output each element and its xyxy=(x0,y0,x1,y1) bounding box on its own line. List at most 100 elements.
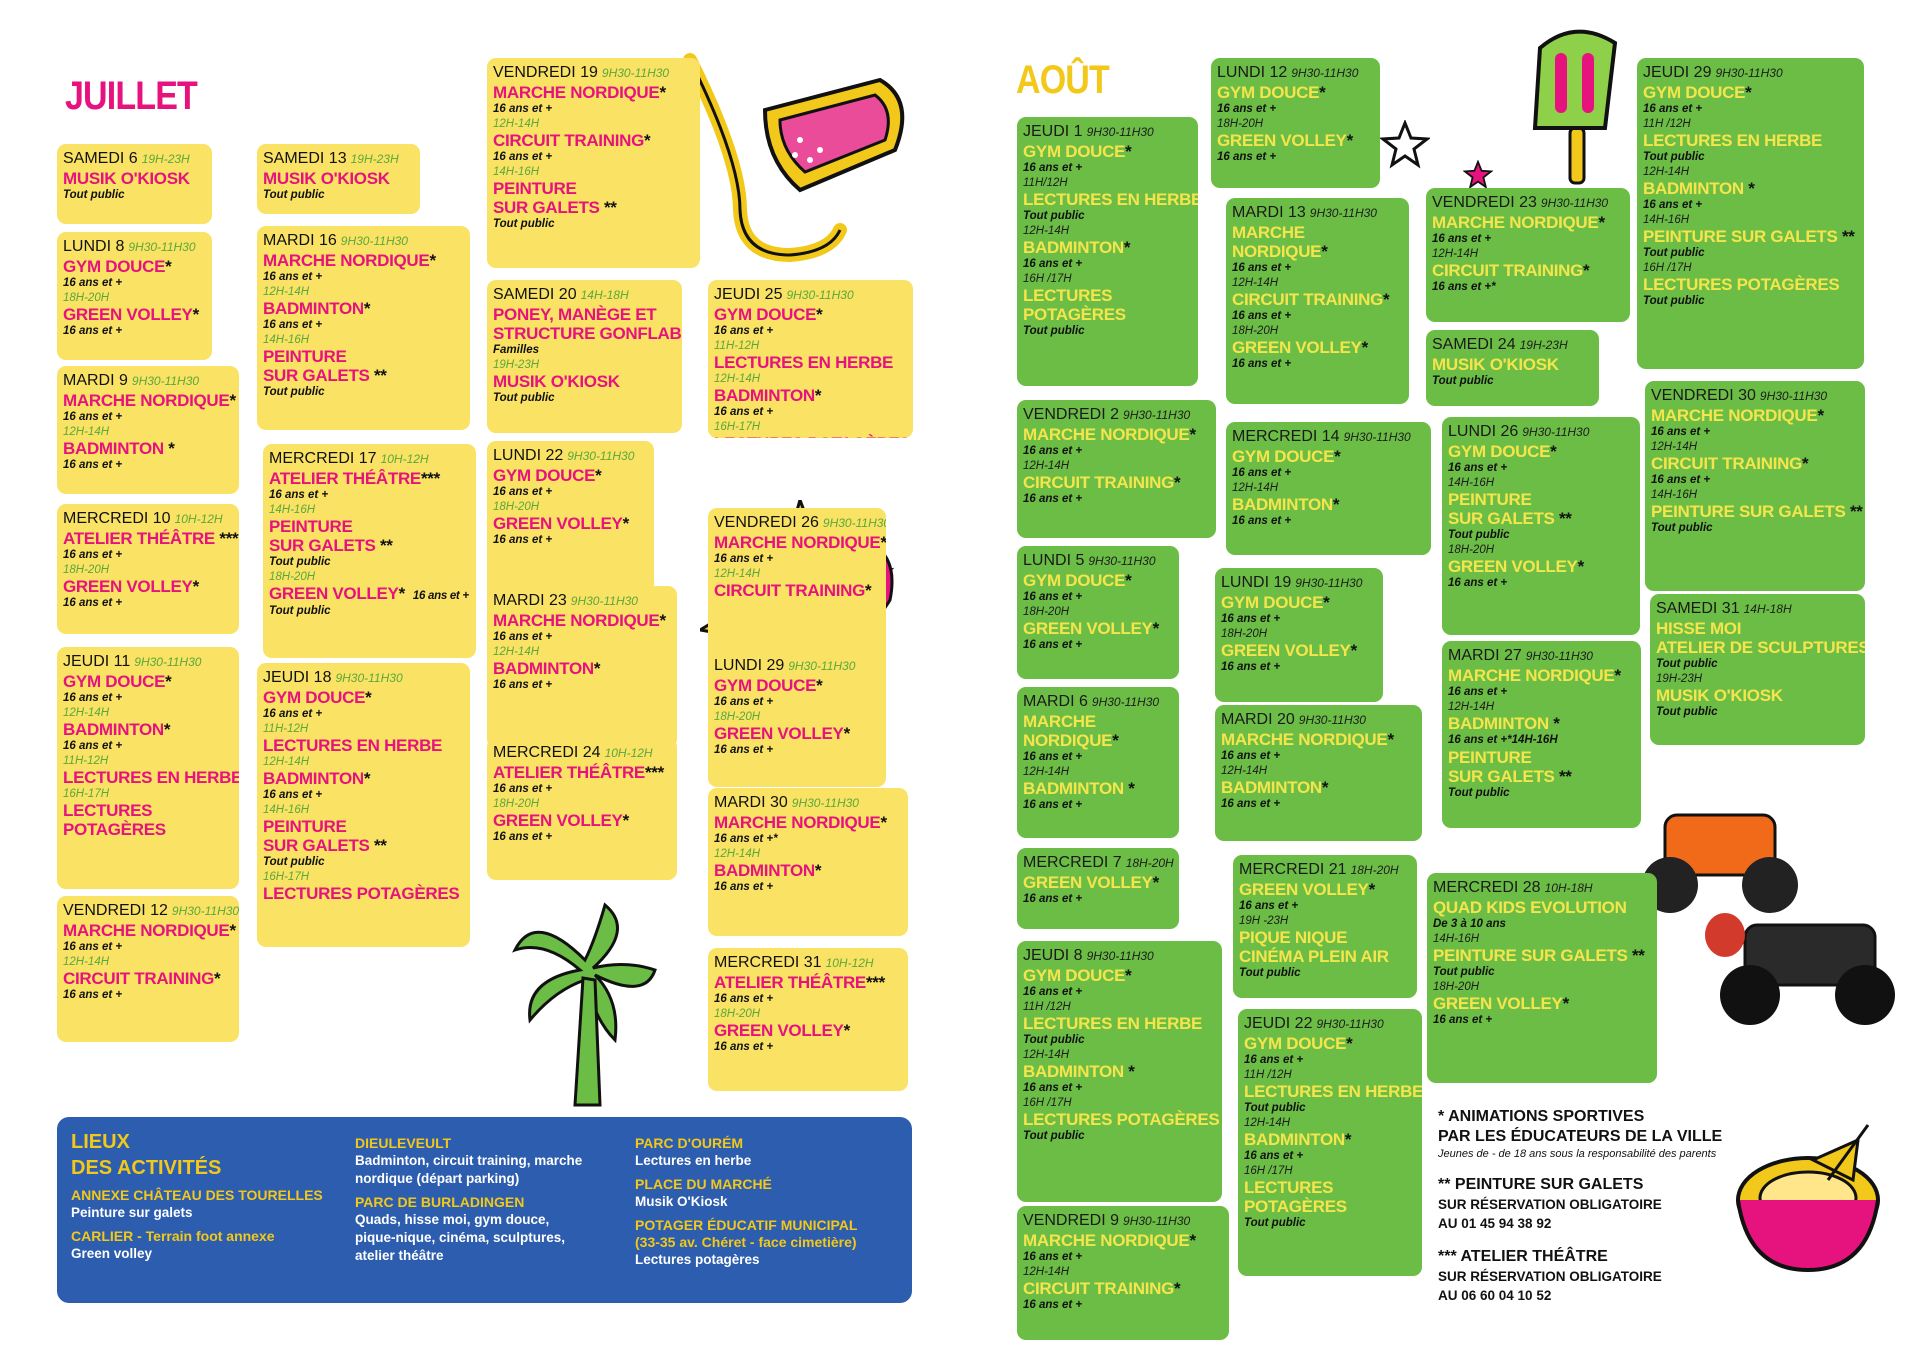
activity-label: BADMINTON xyxy=(1244,1130,1345,1149)
activity-time-slot: 12H-14H xyxy=(493,646,540,658)
activity-name: GREEN VOLLEY* xyxy=(1023,619,1173,638)
day-name: SAMEDI 31 xyxy=(1656,600,1740,617)
day-card: JEUDI 22 9H30-11H30 GYM DOUCE* 16 ans et +1… xyxy=(1238,1009,1422,1276)
day-card: JEUDI 8 9H30-11H30 GYM DOUCE* 16 ans et +11… xyxy=(1017,941,1222,1202)
activity-name: CIRCUIT TRAINING* xyxy=(493,131,694,150)
activity-audience: 16 ans et + xyxy=(1232,467,1292,479)
activity-asterisk: * xyxy=(1817,406,1824,425)
day-card: LUNDI 5 9H30-11H30 GYM DOUCE* 16 ans et +18… xyxy=(1017,546,1179,679)
activity-name: GREEN VOLLEY* xyxy=(63,305,206,324)
activity-name: GYM DOUCE* xyxy=(714,676,880,695)
activity-label: GREEN VOLLEY xyxy=(1023,873,1153,892)
activity-asterisk: * xyxy=(1152,619,1160,638)
activity-time-slot: 12H-14H xyxy=(1643,166,1690,178)
note-peinture-line2: AU 01 45 94 38 92 xyxy=(1438,1216,1552,1231)
activity-label: GYM DOUCE xyxy=(714,305,817,324)
activity-asterisk: * xyxy=(363,769,371,788)
activity-name: LECTURES EN HERBE xyxy=(63,768,239,787)
activity-audience: 16 ans et + xyxy=(493,151,553,163)
activity-name: GREEN VOLLEY* xyxy=(63,577,233,596)
activity-label: GYM DOUCE xyxy=(1232,447,1335,466)
day-name: LUNDI 29 xyxy=(714,657,785,674)
day-card: LUNDI 12 9H30-11H30 GYM DOUCE* 16 ans et +1… xyxy=(1211,58,1380,188)
activity-label: ATELIER DE SCULPTURES xyxy=(1656,638,1865,657)
activity-name: LECTURES POTAGÈRES xyxy=(1643,275,1858,294)
day-card: MERCREDI 14 9H30-11H30 GYM DOUCE* 16 ans et… xyxy=(1226,422,1431,555)
day-time: 9H30-11H30 xyxy=(1091,695,1160,709)
activity-audience: 16 ans et + xyxy=(1221,750,1281,762)
activity-name: MUSIK O'KIOSK xyxy=(1656,686,1859,705)
activity-asterisk: * xyxy=(593,659,601,678)
activity-name: GYM DOUCE* xyxy=(1217,83,1374,102)
month-title-aout: AOÛT xyxy=(1016,58,1110,102)
month-title-juillet: JUILLET xyxy=(65,74,198,118)
day-header: LUNDI 19 9H30-11H30 xyxy=(1221,573,1377,593)
activity-label: HISSE MOI xyxy=(1656,619,1742,638)
activity-label: MARCHE xyxy=(1232,223,1305,242)
activity-label: BADMINTON xyxy=(63,439,164,458)
activity-name: SUR GALETS ** xyxy=(269,536,470,555)
day-name: LUNDI 5 xyxy=(1023,552,1085,569)
activity-name: MARCHE NORDIQUE* xyxy=(1023,425,1210,444)
day-header: LUNDI 8 9H30-11H30 xyxy=(63,237,206,257)
activity-label: LECTURES POTAGÈRES xyxy=(1023,1110,1220,1129)
day-header: MARDI 23 9H30-11H30 xyxy=(493,591,671,611)
activity-time-slot: 11H /12H xyxy=(1023,1001,1071,1013)
activity-time-slot: 16H-17H xyxy=(263,871,310,883)
activity-label: GYM DOUCE xyxy=(263,688,366,707)
activity-label: MARCHE xyxy=(1023,712,1096,731)
activity-label: GYM DOUCE xyxy=(1643,83,1746,102)
day-time: 9H30-11H30 xyxy=(1522,425,1590,439)
activity-asterisk: * xyxy=(229,921,236,940)
activity-audience: 16 ans et + xyxy=(63,549,123,561)
activity-name: MARCHE NORDIQUE* xyxy=(1448,666,1635,685)
activity-name: GREEN VOLLEY* xyxy=(714,724,880,743)
activity-label: LECTURES POTAGÈRES xyxy=(1643,275,1840,294)
activity-label: GREEN VOLLEY xyxy=(1433,994,1563,1013)
day-card: VENDREDI 23 9H30-11H30 MARCHE NORDIQUE* 16 … xyxy=(1426,188,1630,322)
activity-name: MARCHE NORDIQUE* xyxy=(714,533,886,552)
activity-label: LECTURES EN HERBE xyxy=(1023,1014,1203,1033)
activity-asterisk: * xyxy=(595,466,602,485)
day-header: MERCREDI 28 10H-18H xyxy=(1433,878,1651,898)
activity-label: GREEN VOLLEY xyxy=(63,577,193,596)
activity-asterisk: *** xyxy=(420,469,440,488)
activity-label: SUR GALETS xyxy=(1448,509,1555,528)
activity-label: LECTURES xyxy=(63,801,153,820)
activity-label: CIRCUIT TRAINING xyxy=(1651,454,1803,473)
day-time: 10H-12H xyxy=(825,956,874,970)
day-name: VENDREDI 9 xyxy=(1023,1212,1120,1229)
activity-audience: 16 ans et + xyxy=(714,1041,774,1053)
activity-audience: Tout public xyxy=(1643,295,1705,307)
activity-audience: Tout public xyxy=(1448,787,1510,799)
activity-name: MARCHE NORDIQUE* xyxy=(63,921,236,940)
activity-audience: 16 ans et + xyxy=(493,103,553,115)
day-name: VENDREDI 19 xyxy=(493,64,598,81)
activity-label: ATELIER THÉÂTRE xyxy=(63,529,215,548)
activity-audience: Tout public xyxy=(1656,658,1718,670)
lieu-activities: Lectures en herbe xyxy=(635,1153,752,1168)
activity-label: BADMINTON xyxy=(1221,778,1322,797)
activity-name: PEINTURE xyxy=(1448,748,1635,767)
activity-name: BADMINTON* xyxy=(714,386,907,405)
activity-time-slot: 12H-14H xyxy=(1448,701,1495,713)
activity-asterisk: ** xyxy=(599,198,617,217)
day-name: MARDI 20 xyxy=(1221,711,1295,728)
day-name: JEUDI 29 xyxy=(1643,64,1712,81)
activity-name: BADMINTON* xyxy=(263,299,464,318)
day-header: SAMEDI 13 19H-23H xyxy=(263,149,414,169)
activity-name: PONEY, MANÈGE ET xyxy=(493,305,676,324)
activity-label: GYM DOUCE xyxy=(1023,142,1126,161)
activity-time-slot: 12H-14H xyxy=(714,568,761,580)
activity-time-slot: 19H-23H xyxy=(493,359,540,371)
activity-time-slot: 12H-14H xyxy=(1432,248,1479,260)
activity-audience: 16 ans et + xyxy=(1023,893,1083,905)
activity-label: SUR GALETS xyxy=(269,536,376,555)
activity-asterisk: *** xyxy=(644,763,664,782)
activity-audience: Tout public xyxy=(493,392,555,404)
activity-audience: 16 ans et + xyxy=(1023,986,1083,998)
day-header: SAMEDI 24 19H-23H xyxy=(1432,335,1593,355)
activity-name: BADMINTON* xyxy=(1023,238,1192,257)
activity-asterisk: ** xyxy=(1554,767,1572,786)
day-time: 9H30-11H30 xyxy=(134,655,202,669)
